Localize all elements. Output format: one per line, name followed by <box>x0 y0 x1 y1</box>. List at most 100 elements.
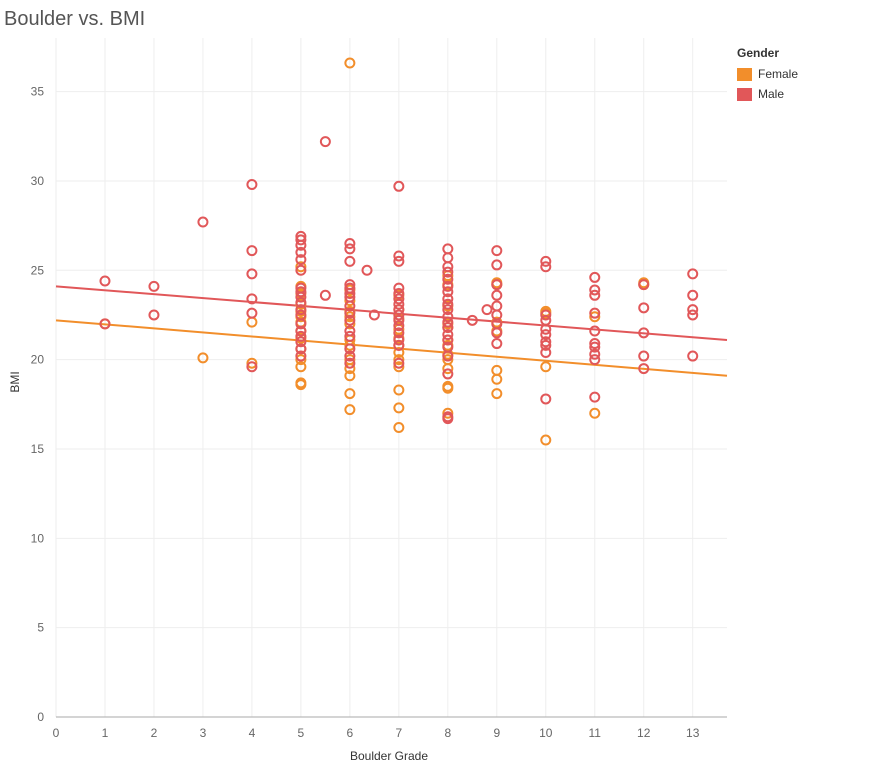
data-point-male[interactable] <box>344 243 356 255</box>
data-point-male[interactable] <box>344 330 356 342</box>
data-point-male[interactable] <box>442 413 454 425</box>
data-point-female[interactable] <box>295 354 307 366</box>
data-point-female[interactable] <box>442 380 454 392</box>
data-point-male[interactable] <box>638 327 650 339</box>
data-point-female[interactable] <box>344 354 356 366</box>
data-point-male[interactable] <box>295 304 307 316</box>
data-point-male[interactable] <box>344 343 356 355</box>
data-point-male[interactable] <box>99 275 111 287</box>
data-point-male[interactable] <box>638 363 650 375</box>
data-point-male[interactable] <box>589 348 601 360</box>
data-point-male[interactable] <box>442 350 454 362</box>
data-point-male[interactable] <box>344 307 356 319</box>
data-point-male[interactable] <box>393 180 405 192</box>
data-point-male[interactable] <box>687 304 699 316</box>
data-point-male[interactable] <box>393 288 405 300</box>
data-point-male[interactable] <box>344 357 356 369</box>
data-point-male[interactable] <box>491 259 503 271</box>
data-point-female[interactable] <box>344 57 356 69</box>
data-point-male[interactable] <box>442 273 454 285</box>
data-point-female[interactable] <box>393 384 405 396</box>
data-point-male[interactable] <box>491 327 503 339</box>
data-point-male[interactable] <box>589 325 601 337</box>
data-point-male[interactable] <box>361 264 373 276</box>
data-point-male[interactable] <box>295 286 307 298</box>
data-point-male[interactable] <box>540 393 552 405</box>
data-point-male[interactable] <box>442 280 454 292</box>
data-point-male[interactable] <box>589 341 601 353</box>
data-point-male[interactable] <box>491 279 503 291</box>
data-point-female[interactable] <box>344 311 356 323</box>
data-point-male[interactable] <box>295 246 307 258</box>
data-point-male[interactable] <box>687 268 699 280</box>
data-point-female[interactable] <box>491 388 503 400</box>
data-point-male[interactable] <box>393 255 405 267</box>
data-point-male[interactable] <box>491 245 503 257</box>
data-point-female[interactable] <box>344 318 356 330</box>
data-point-female[interactable] <box>246 357 258 369</box>
data-point-male[interactable] <box>540 323 552 335</box>
data-point-male[interactable] <box>491 289 503 301</box>
data-point-male[interactable] <box>540 346 552 358</box>
data-point-male[interactable] <box>344 350 356 362</box>
data-point-male[interactable] <box>344 300 356 312</box>
data-point-female[interactable] <box>344 370 356 382</box>
data-point-male[interactable] <box>393 320 405 332</box>
data-point-male[interactable] <box>393 250 405 262</box>
data-point-female[interactable] <box>344 388 356 400</box>
data-point-male[interactable] <box>295 296 307 308</box>
data-point-male[interactable] <box>344 255 356 267</box>
data-point-female[interactable] <box>393 361 405 373</box>
data-point-male[interactable] <box>589 338 601 350</box>
data-point-female[interactable] <box>295 377 307 389</box>
data-point-male[interactable] <box>442 293 454 305</box>
data-point-male[interactable] <box>540 339 552 351</box>
data-point-male[interactable] <box>589 271 601 283</box>
data-point-male[interactable] <box>589 289 601 301</box>
data-point-male[interactable] <box>295 336 307 348</box>
data-point-male[interactable] <box>319 136 331 148</box>
data-point-male[interactable] <box>442 266 454 278</box>
data-point-male[interactable] <box>638 350 650 362</box>
data-point-male[interactable] <box>295 325 307 337</box>
data-point-female[interactable] <box>197 352 209 364</box>
data-point-male[interactable] <box>442 261 454 273</box>
data-point-male[interactable] <box>246 179 258 191</box>
data-point-male[interactable] <box>442 334 454 346</box>
data-point-female[interactable] <box>344 404 356 416</box>
data-point-male[interactable] <box>589 391 601 403</box>
data-point-male[interactable] <box>589 307 601 319</box>
data-point-male[interactable] <box>491 338 503 350</box>
data-point-male[interactable] <box>148 309 160 321</box>
data-point-male[interactable] <box>393 298 405 310</box>
data-point-male[interactable] <box>319 289 331 301</box>
data-point-male[interactable] <box>540 309 552 321</box>
data-point-male[interactable] <box>295 350 307 362</box>
data-point-male[interactable] <box>481 304 493 316</box>
data-point-male[interactable] <box>393 334 405 346</box>
data-point-female[interactable] <box>344 295 356 307</box>
legend-item-male[interactable]: Male <box>737 84 798 104</box>
data-point-male[interactable] <box>99 318 111 330</box>
data-point-male[interactable] <box>442 316 454 328</box>
data-point-male[interactable] <box>393 314 405 326</box>
data-point-male[interactable] <box>246 307 258 319</box>
data-point-male[interactable] <box>295 239 307 251</box>
data-point-female[interactable] <box>442 407 454 419</box>
data-point-male[interactable] <box>393 309 405 321</box>
data-point-female[interactable] <box>442 354 454 366</box>
data-point-male[interactable] <box>295 264 307 276</box>
data-point-female[interactable] <box>540 434 552 446</box>
data-point-male[interactable] <box>246 268 258 280</box>
data-point-male[interactable] <box>540 261 552 273</box>
data-point-male[interactable] <box>589 284 601 296</box>
data-point-female[interactable] <box>295 361 307 373</box>
data-point-female[interactable] <box>393 422 405 434</box>
data-point-male[interactable] <box>393 357 405 369</box>
data-point-male[interactable] <box>295 343 307 355</box>
data-point-female[interactable] <box>589 311 601 323</box>
data-point-male[interactable] <box>687 289 699 301</box>
data-point-male[interactable] <box>344 325 356 337</box>
data-point-female[interactable] <box>393 346 405 358</box>
